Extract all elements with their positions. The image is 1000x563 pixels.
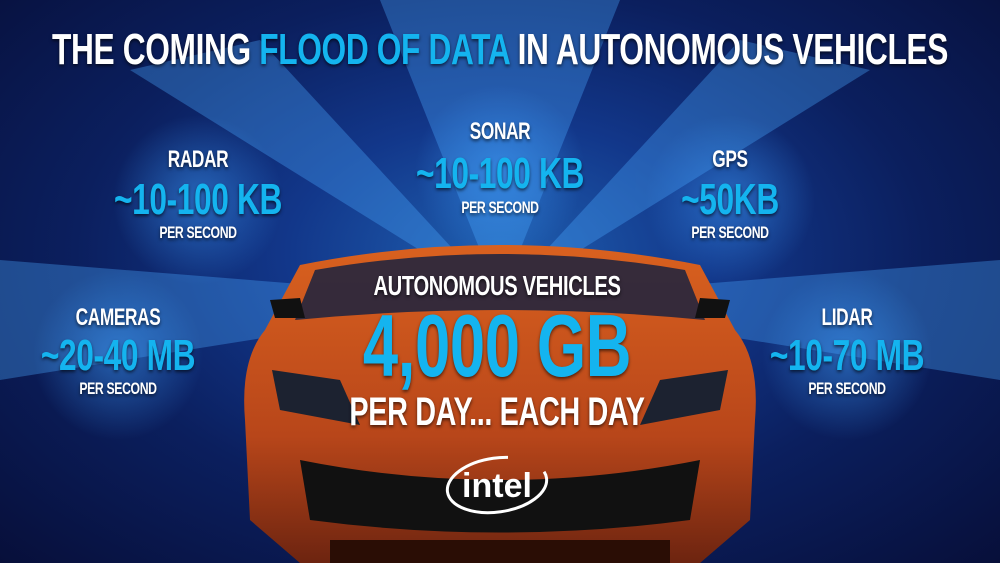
sensor-rate: ~10-100 KB [113,175,283,224]
title-highlight: FLOOD OF DATA [259,25,510,74]
center-label: AUTONOMOUS VEHICLES [373,270,621,301]
sensor-name: SONAR [469,118,531,145]
title-part2: IN AUTONOMOUS VEHICLES [517,25,949,74]
svg-text:intel: intel [462,467,532,505]
sensor-unit: PER SECOND [159,223,237,242]
sensor-name: LIDAR [821,304,873,331]
sensor-rate: ~50KB [681,175,779,224]
sensor-rate: ~10-100 KB [415,149,585,198]
center-sub: PER DAY... EACH DAY [349,390,645,434]
sensor-unit: PER SECOND [691,223,769,242]
sensor-rate: ~10-70 MB [769,331,925,380]
sensor-unit: PER SECOND [79,379,157,398]
sensor-name: RADAR [167,146,229,173]
car [244,245,756,563]
sensor-unit: PER SECOND [461,198,539,217]
sensor-name: CAMERAS [75,304,161,331]
center-value: 4,000 GB [362,296,632,395]
page-title: THE COMING FLOOD OF DATA IN AUTONOMOUS V… [52,28,948,72]
sensor-name: GPS [712,146,748,173]
intel-logo: intel [445,455,549,515]
sensor-rate: ~20-40 MB [40,331,196,380]
title-part1: THE COMING [52,25,251,74]
sensor-unit: PER SECOND [808,379,886,398]
